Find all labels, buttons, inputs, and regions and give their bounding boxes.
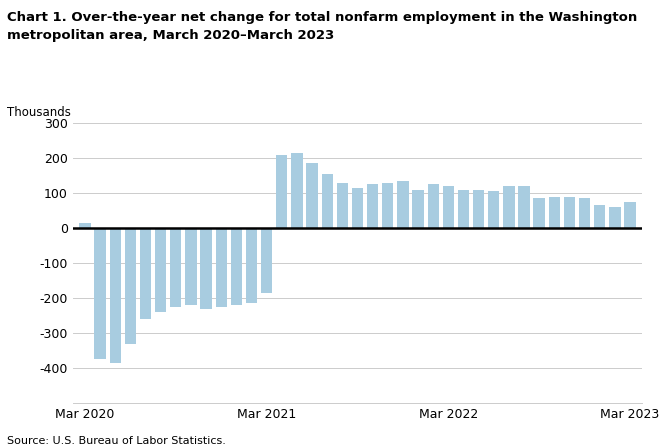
Bar (155, 228, 166, 312)
Bar (428, 185, 439, 228)
Bar (564, 197, 575, 228)
Bar (579, 198, 591, 228)
Bar (124, 228, 136, 344)
Bar (185, 228, 197, 305)
Bar (307, 164, 318, 228)
Bar (109, 228, 121, 363)
Bar (276, 155, 287, 228)
Bar (322, 174, 333, 228)
Bar (488, 191, 499, 228)
Bar (624, 202, 636, 228)
Text: Chart 1. Over-the-year net change for total nonfarm employment in the Washington: Chart 1. Over-the-year net change for to… (7, 11, 637, 24)
Bar (216, 228, 227, 307)
Bar (230, 228, 242, 305)
Text: Thousands: Thousands (7, 106, 70, 119)
Bar (367, 185, 378, 228)
Text: metropolitan area, March 2020–March 2023: metropolitan area, March 2020–March 2023 (7, 29, 334, 42)
Bar (412, 190, 424, 228)
Bar (473, 190, 485, 228)
Bar (140, 228, 151, 319)
Bar (503, 186, 514, 228)
Bar (337, 183, 348, 228)
Bar (534, 198, 545, 228)
Bar (95, 228, 106, 359)
Bar (518, 186, 530, 228)
Bar (246, 228, 257, 303)
Bar (549, 197, 560, 228)
Bar (609, 207, 620, 228)
Bar (201, 228, 212, 309)
Text: Source: U.S. Bureau of Labor Statistics.: Source: U.S. Bureau of Labor Statistics. (7, 436, 226, 446)
Bar (352, 188, 363, 228)
Bar (382, 183, 393, 228)
Bar (594, 206, 606, 228)
Bar (79, 223, 91, 228)
Bar (458, 190, 469, 228)
Bar (443, 186, 454, 228)
Bar (261, 228, 272, 293)
Bar (170, 228, 181, 307)
Bar (397, 181, 408, 228)
Bar (291, 153, 303, 228)
